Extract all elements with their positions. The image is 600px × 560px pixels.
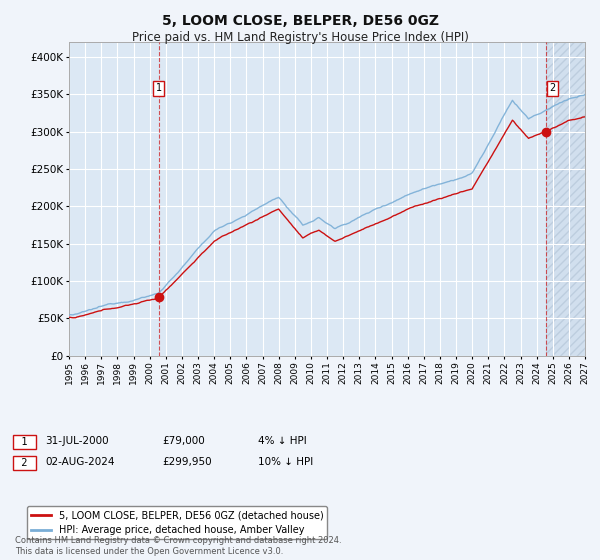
Text: 4% ↓ HPI: 4% ↓ HPI (258, 436, 307, 446)
Text: 2: 2 (550, 83, 556, 94)
Text: 10% ↓ HPI: 10% ↓ HPI (258, 457, 313, 467)
Text: 5, LOOM CLOSE, BELPER, DE56 0GZ: 5, LOOM CLOSE, BELPER, DE56 0GZ (161, 14, 439, 28)
Legend: 5, LOOM CLOSE, BELPER, DE56 0GZ (detached house), HPI: Average price, detached h: 5, LOOM CLOSE, BELPER, DE56 0GZ (detache… (28, 506, 327, 539)
Text: £79,000: £79,000 (162, 436, 205, 446)
Bar (546, 42, 585, 356)
Text: 2: 2 (15, 458, 34, 468)
Text: £299,950: £299,950 (162, 457, 212, 467)
Text: 1: 1 (156, 83, 162, 94)
Text: 1: 1 (15, 437, 34, 447)
Text: Contains HM Land Registry data © Crown copyright and database right 2024.
This d: Contains HM Land Registry data © Crown c… (15, 536, 341, 556)
Text: 02-AUG-2024: 02-AUG-2024 (45, 457, 115, 467)
Text: Price paid vs. HM Land Registry's House Price Index (HPI): Price paid vs. HM Land Registry's House … (131, 31, 469, 44)
Text: 31-JUL-2000: 31-JUL-2000 (45, 436, 109, 446)
